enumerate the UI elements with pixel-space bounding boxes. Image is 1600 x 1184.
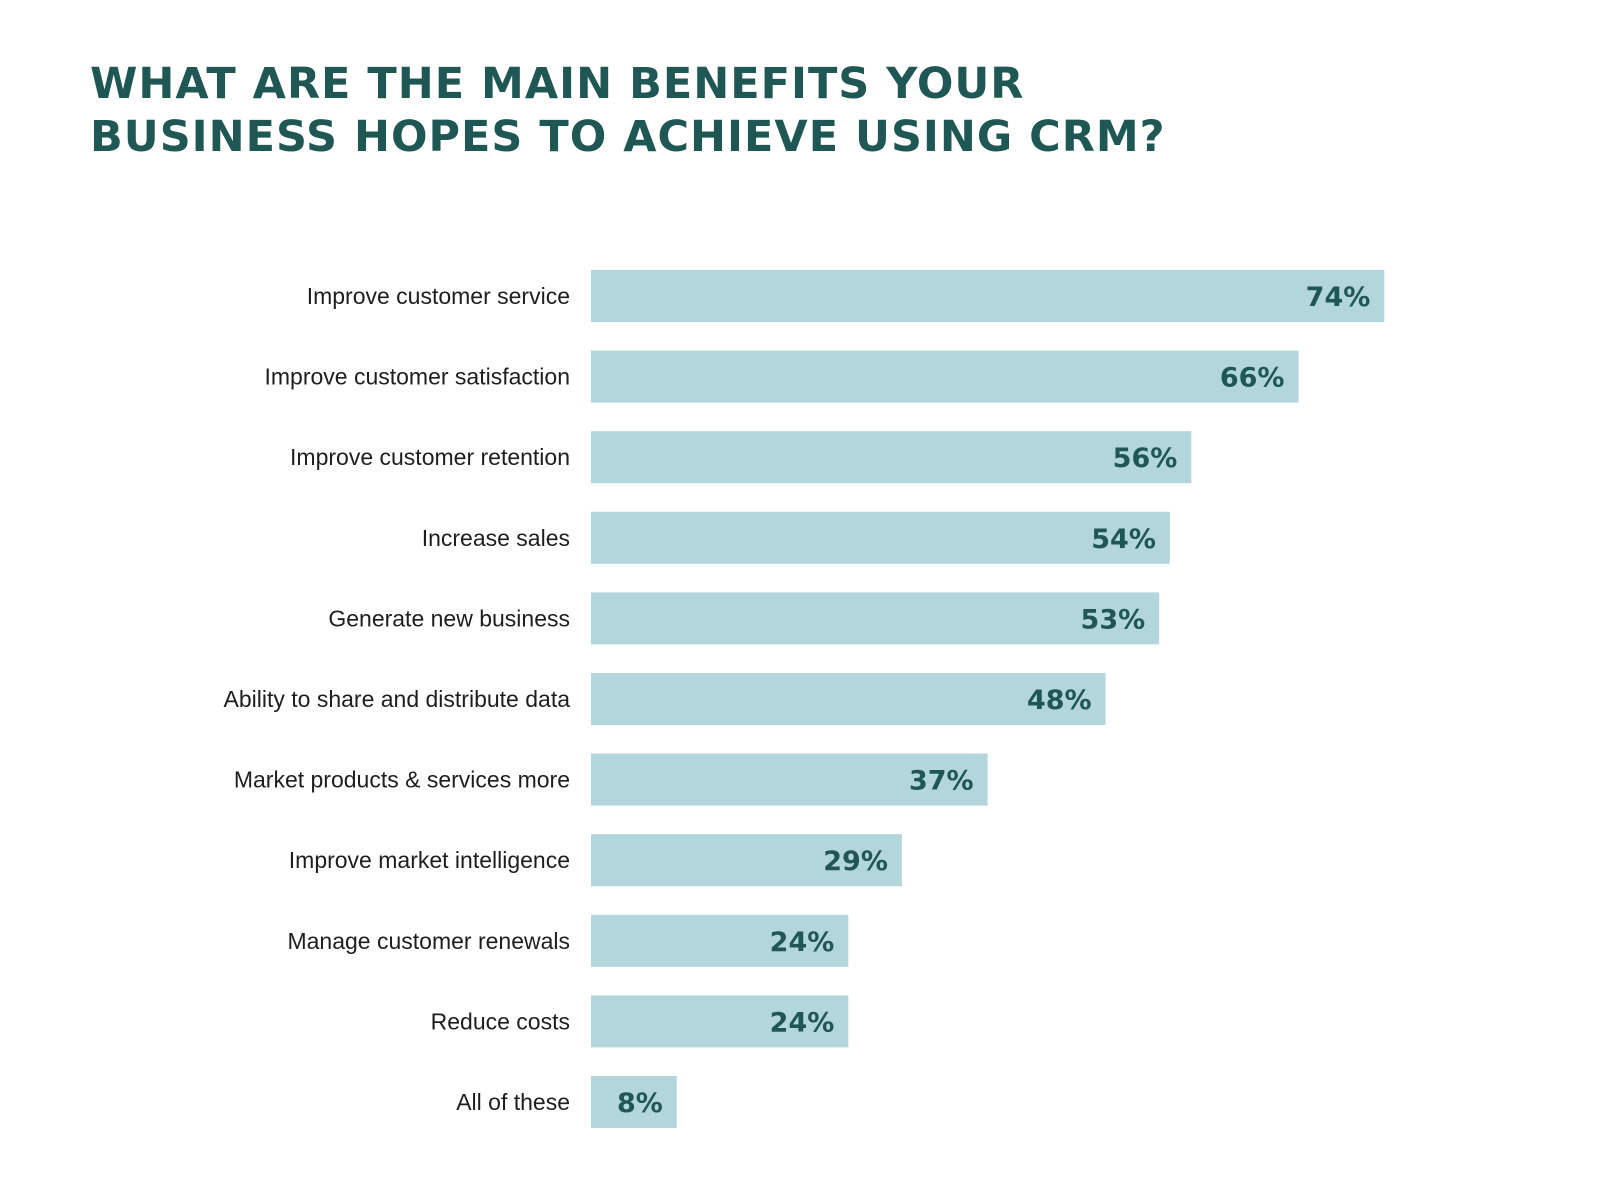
bar-row: Reduce costs 24% (431, 995, 849, 1048)
category-label: Improve market intelligence (289, 847, 570, 873)
value-label: 66% (1220, 363, 1285, 394)
value-label: 48% (1027, 685, 1092, 716)
value-label: 54% (1091, 524, 1156, 555)
bar-row: Improve customer service 74% (307, 270, 1385, 322)
bar-row: Market products & services more 37% (234, 753, 988, 806)
bar (591, 350, 1299, 403)
bar (591, 431, 1192, 484)
category-label: Improve customer retention (290, 444, 570, 470)
bar-row: Improve customer retention 56% (290, 431, 1192, 484)
category-label: Ability to share and distribute data (224, 686, 571, 712)
value-label: 53% (1081, 604, 1146, 635)
bar (591, 673, 1106, 725)
chart-title-line-1: WHAT ARE THE MAIN BENEFITS YOUR (90, 59, 1025, 109)
bar (591, 1076, 677, 1128)
category-label: Increase sales (422, 525, 570, 551)
bar (591, 511, 1170, 564)
category-label: Generate new business (328, 605, 570, 631)
bar (591, 995, 849, 1048)
bar-row: All of these 8% (456, 1076, 677, 1128)
bar (591, 592, 1160, 645)
category-label: All of these (456, 1089, 570, 1115)
bar (591, 753, 988, 806)
bar-row: Improve market intelligence 29% (289, 834, 902, 887)
value-label: 74% (1306, 282, 1371, 313)
category-label: Reduce costs (431, 1008, 570, 1034)
value-label: 37% (909, 766, 974, 797)
bar-row: Generate new business 53% (328, 592, 1160, 645)
bar (591, 914, 849, 967)
chart-title-line-2: BUSINESS HOPES TO ACHIEVE USING CRM? (90, 112, 1166, 162)
bar-row: Improve customer satisfaction 66% (264, 350, 1299, 403)
value-label: 56% (1113, 443, 1178, 474)
category-label: Improve customer service (307, 283, 570, 309)
category-label: Manage customer renewals (287, 928, 570, 954)
value-label: 24% (770, 927, 835, 958)
bar-row: Manage customer renewals 24% (287, 914, 849, 967)
bar (591, 270, 1385, 322)
chart-title: WHAT ARE THE MAIN BENEFITS YOUR BUSINESS… (90, 58, 1166, 164)
value-label: 24% (770, 1007, 835, 1038)
bar-row: Ability to share and distribute data 48% (224, 673, 1106, 725)
category-label: Improve customer satisfaction (264, 364, 570, 390)
category-label: Market products & services more (234, 767, 570, 793)
value-label: 29% (823, 846, 888, 877)
value-label: 8% (617, 1088, 663, 1119)
bar-row: Increase sales 54% (422, 511, 1170, 564)
bar (591, 834, 902, 887)
